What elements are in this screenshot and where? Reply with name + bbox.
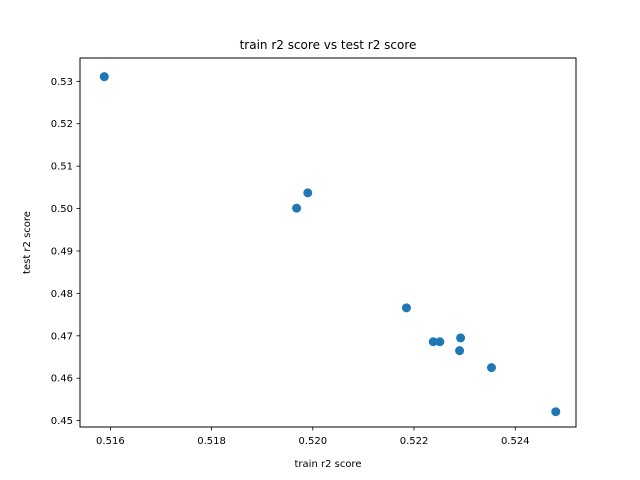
y-axis-label: test r2 score bbox=[22, 211, 33, 274]
y-axis: 0.45 0.46 0.47 0.48 0.49 0.50 0.51 0.52 0.53 bbox=[51, 77, 80, 427]
x-tick-label: 0.522 bbox=[400, 436, 429, 447]
y-tick-label: 0.52 bbox=[51, 119, 73, 130]
axes-frame bbox=[79, 57, 577, 428]
x-tick-label: 0.518 bbox=[197, 436, 226, 447]
scatter-point bbox=[551, 407, 561, 417]
scatter-point bbox=[292, 203, 302, 213]
plot-area bbox=[99, 72, 561, 417]
scatter-point bbox=[486, 363, 496, 373]
x-axis-label: train r2 score bbox=[295, 459, 362, 470]
scatter-point bbox=[303, 188, 313, 198]
scatter-point bbox=[428, 337, 438, 347]
y-tick-label: 0.48 bbox=[51, 289, 73, 300]
scatter-point bbox=[455, 346, 465, 356]
y-tick-label: 0.51 bbox=[51, 162, 73, 173]
x-tick-label: 0.520 bbox=[298, 436, 327, 447]
x-tick-label: 0.524 bbox=[501, 436, 530, 447]
chart-title: train r2 score vs test r2 score bbox=[240, 38, 417, 52]
scatter-point bbox=[99, 72, 109, 82]
scatter-point bbox=[401, 303, 411, 313]
scatter-point bbox=[435, 337, 445, 347]
y-tick-label: 0.46 bbox=[51, 374, 73, 385]
y-tick-label: 0.53 bbox=[51, 77, 73, 88]
y-tick-label: 0.50 bbox=[51, 204, 73, 215]
x-tick-label: 0.516 bbox=[96, 436, 125, 447]
y-tick-label: 0.45 bbox=[51, 416, 73, 427]
y-tick-label: 0.47 bbox=[51, 331, 73, 342]
scatter-point bbox=[456, 333, 466, 343]
x-axis: 0.516 0.518 0.520 0.522 0.524 bbox=[96, 427, 530, 447]
y-tick-label: 0.49 bbox=[51, 246, 73, 257]
